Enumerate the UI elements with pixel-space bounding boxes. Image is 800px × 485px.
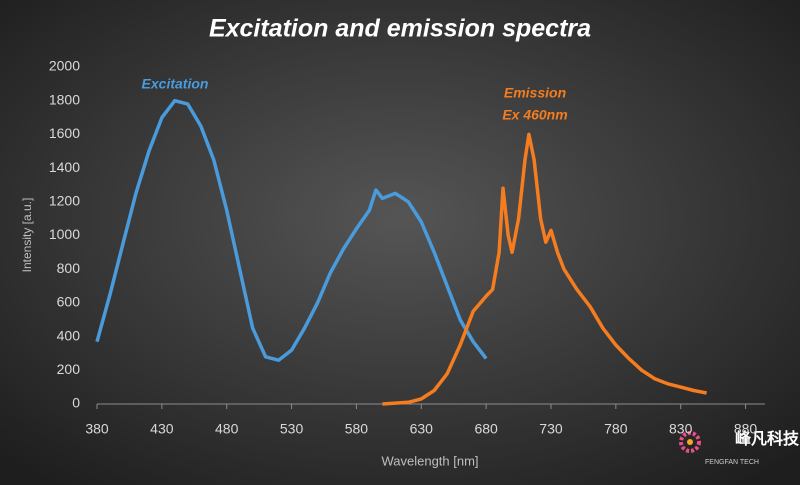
x-tick-label: 430 (150, 421, 174, 437)
series-line (382, 132, 707, 406)
logo-icon (679, 431, 701, 453)
x-tick-label: 880 (734, 421, 758, 437)
logo-name: 峰凡科技 (735, 429, 800, 448)
y-axis-label: Intensity [a.u.] (20, 198, 34, 273)
y-tick-label: 1800 (49, 91, 80, 107)
y-tick-label: 400 (57, 327, 81, 343)
x-tick-label: 630 (410, 421, 434, 437)
annotation: Excitation (142, 76, 209, 92)
y-tick-label: 200 (57, 361, 81, 377)
x-tick-label: 530 (280, 421, 304, 437)
x-tick-label: 480 (215, 421, 239, 437)
y-tick-label: 1600 (49, 125, 80, 141)
x-axis-label: Wavelength [nm] (381, 453, 478, 468)
x-tick-label: 680 (474, 421, 498, 437)
annotation: Ex 460nm (502, 107, 567, 123)
x-tick-label: 780 (604, 421, 628, 437)
y-tick-label: 1400 (49, 159, 80, 175)
x-tick-label: 830 (669, 421, 693, 437)
y-tick-label: 0 (72, 395, 80, 411)
chart-title: Excitation and emission spectra (209, 15, 591, 43)
y-tick-label: 800 (57, 260, 81, 276)
x-tick-label: 730 (539, 421, 563, 437)
logo-subtitle: FENGFAN TECH (705, 459, 759, 466)
x-tick-label: 580 (345, 421, 369, 437)
y-tick-label: 2000 (49, 58, 80, 74)
series-line (95, 98, 488, 362)
y-tick-label: 1200 (49, 193, 80, 209)
y-tick-label: 1000 (49, 226, 80, 242)
y-tick-label: 600 (57, 294, 81, 310)
x-tick-label: 380 (85, 421, 109, 437)
annotation: Emission (504, 85, 566, 101)
